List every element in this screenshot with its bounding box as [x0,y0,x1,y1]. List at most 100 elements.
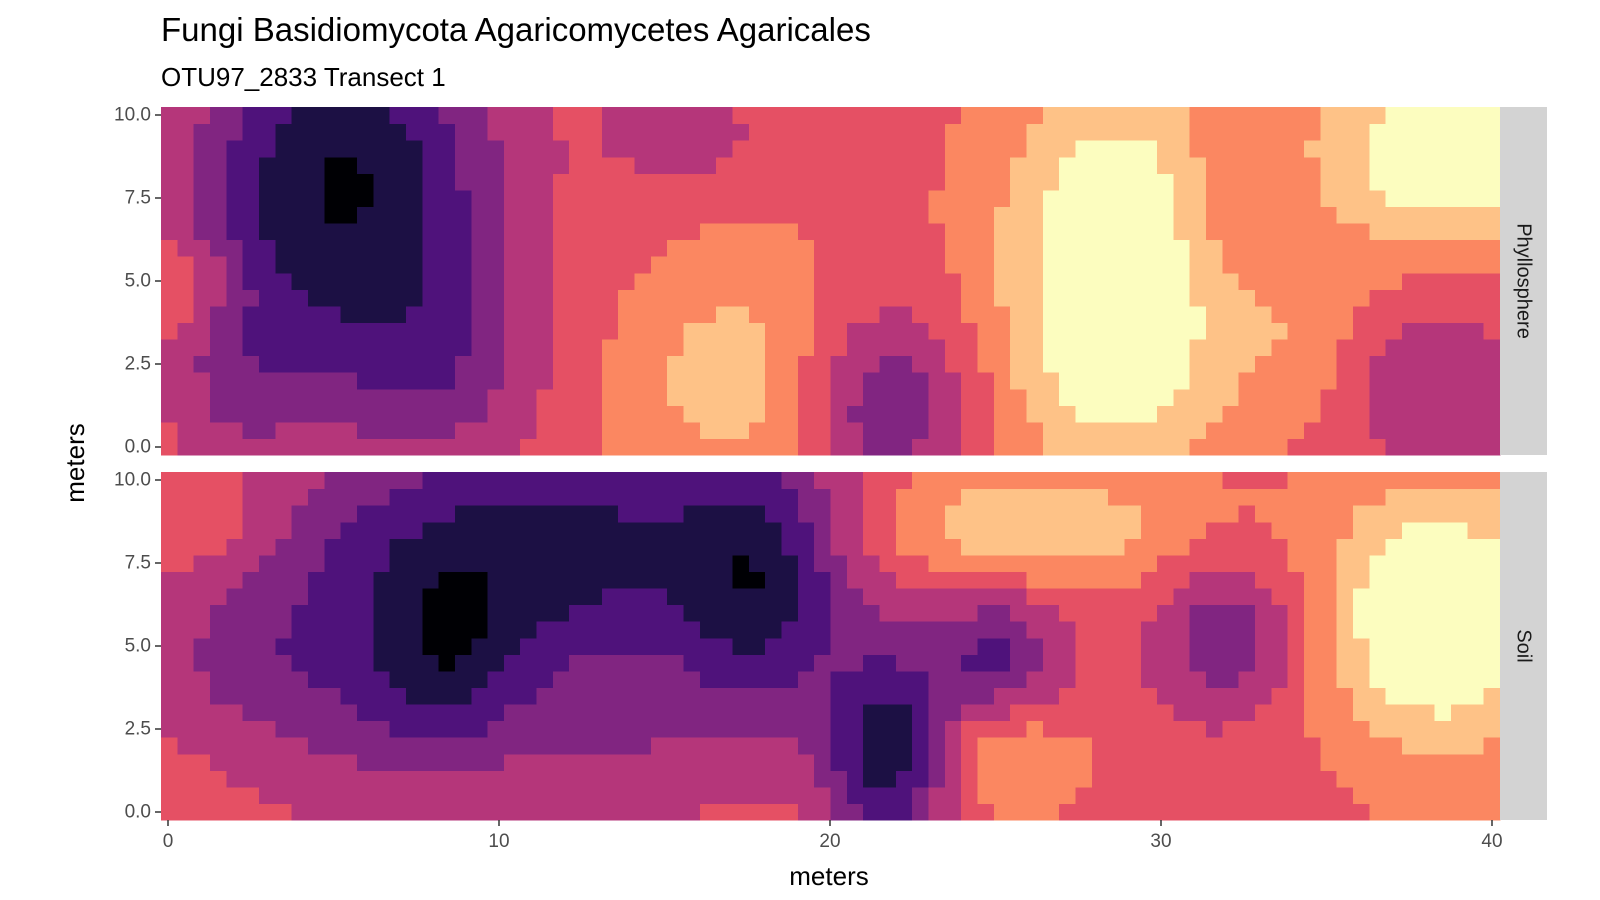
heatmap-cell [732,421,750,440]
heatmap-cell [226,737,244,755]
heatmap-cell [1059,604,1077,622]
heatmap-cell [1255,107,1272,125]
heatmap-cell [634,405,652,423]
heatmap-cell [422,239,440,257]
heatmap-cell [699,355,717,373]
heatmap-cell [765,372,783,390]
heatmap-cell [569,687,587,705]
heatmap-cell [1206,720,1223,738]
heatmap-cell [275,206,293,224]
heatmap-cell [1206,123,1223,141]
heatmap-cell [879,107,897,125]
heatmap-cell [977,256,995,274]
heatmap-cell [912,189,930,208]
heatmap-cell [1320,256,1338,274]
heatmap-cell [667,571,685,589]
heatmap-cell [1108,289,1126,307]
heatmap-cell [422,704,440,722]
heatmap-cell [1059,753,1077,771]
heatmap-cell [732,571,750,589]
heatmap-cell [912,654,930,672]
heatmap-cell [993,488,1011,506]
heatmap-cell [291,571,309,589]
heatmap-cell [226,421,244,440]
heatmap-cell [1385,488,1403,506]
heatmap-cell [569,438,587,456]
heatmap-cell [1108,305,1126,324]
heatmap-cell [1124,372,1142,390]
heatmap-cell [879,355,897,373]
heatmap-cell [1385,388,1403,406]
heatmap-cell [1451,272,1468,290]
heatmap-cell [356,388,374,406]
heatmap-cell [389,438,407,456]
heatmap-cell [1402,156,1419,174]
heatmap-cell [536,107,554,125]
heatmap-cell [1140,339,1158,357]
heatmap-cell [1091,803,1109,821]
heatmap-cell [797,421,815,440]
heatmap-cell [781,720,799,738]
heatmap-cell [601,173,619,191]
heatmap-cell [1108,753,1126,771]
heatmap-cell [373,239,391,257]
heatmap-cell [895,223,913,241]
heatmap-cell [503,322,521,340]
heatmap-cell [765,256,783,274]
heatmap-cell [438,107,456,125]
heatmap-cell [1418,156,1436,174]
heatmap-cell [1271,687,1289,705]
heatmap-cell [454,272,472,290]
heatmap-cell [585,521,603,539]
heatmap-cell [1418,488,1436,506]
heatmap-cell [1140,803,1158,821]
heatmap-cell [340,305,358,324]
heatmap-cell [1467,505,1485,523]
heatmap-cell [405,488,423,506]
x-axis-title: meters [789,861,868,891]
heatmap-cell [732,737,750,755]
heatmap-cell [1434,189,1452,208]
heatmap-cell [340,737,358,755]
heatmap-cell [1434,438,1452,456]
heatmap-cell [1222,173,1240,191]
heatmap-cell [242,156,260,174]
heatmap-cell [1026,256,1044,274]
heatmap-cell [552,355,570,373]
heatmap-cell [454,322,472,340]
heatmap-cell [1238,538,1256,556]
heatmap-cell [209,372,227,390]
heatmap-cell [209,322,227,340]
heatmap-cell [765,339,783,357]
heatmap-cell [683,272,701,290]
heatmap-cell [1124,538,1142,556]
heatmap-cell [340,720,358,738]
heatmap-cell [1369,753,1387,771]
heatmap-cell [552,554,570,573]
heatmap-cell [846,637,864,655]
heatmap-cell [487,322,505,340]
heatmap-cell [928,305,946,324]
heatmap-cell [1369,770,1387,788]
heatmap-cell [1206,189,1223,208]
heatmap-cell [961,588,979,606]
heatmap-cell [422,206,440,224]
heatmap-cell [1140,488,1158,506]
heatmap-cell [1451,654,1468,672]
heatmap-cell [520,753,538,771]
heatmap-cell [1320,173,1338,191]
heatmap-cell [1108,322,1126,340]
heatmap-cell [242,256,260,274]
heatmap-cell [928,189,946,208]
heatmap-cell [1206,704,1223,722]
heatmap-cell [634,140,652,158]
heatmap-cell [748,239,766,257]
heatmap-cell [863,687,881,705]
heatmap-cell [324,654,342,672]
heatmap-cell [1483,737,1501,755]
heatmap-cell [1042,538,1060,556]
heatmap-cell [1010,189,1028,208]
heatmap-cell [732,604,750,622]
heatmap-cell [585,239,603,257]
